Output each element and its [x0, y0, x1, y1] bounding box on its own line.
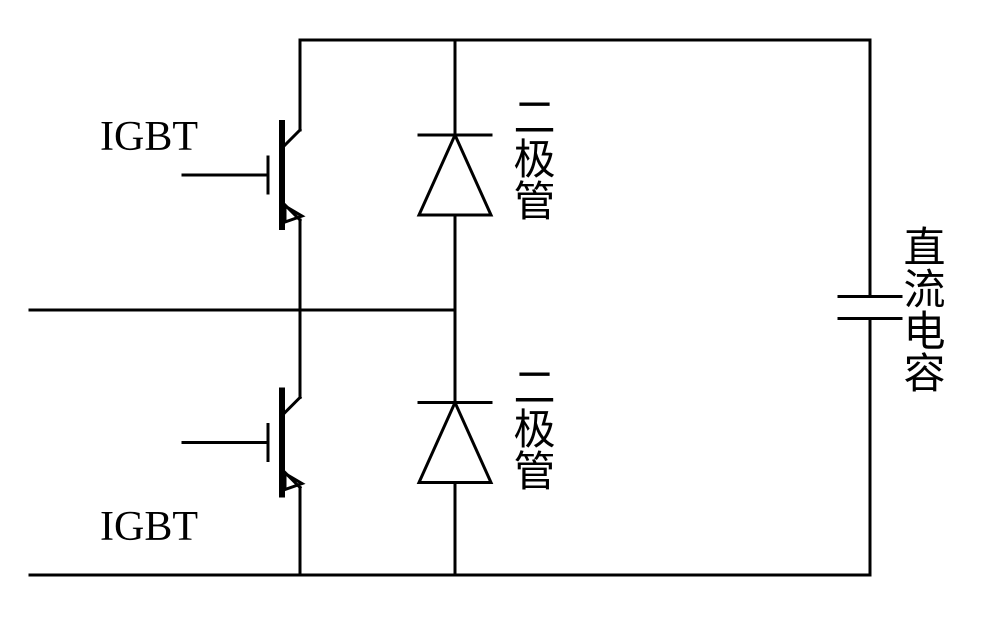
diode-bottom-triangle	[419, 403, 491, 483]
circuit-diagram: IGBTIGBT二极管二极管直流电容	[0, 0, 1000, 635]
igbt-top-label: IGBT	[100, 114, 198, 160]
diode-bottom-label: 二极管	[507, 365, 554, 491]
diode-top-triangle	[419, 135, 491, 215]
dc-capacitor-label: 直流电容	[897, 225, 944, 393]
diode-top-label: 二极管	[507, 95, 554, 221]
igbt-bottom-label: IGBT	[100, 504, 198, 550]
